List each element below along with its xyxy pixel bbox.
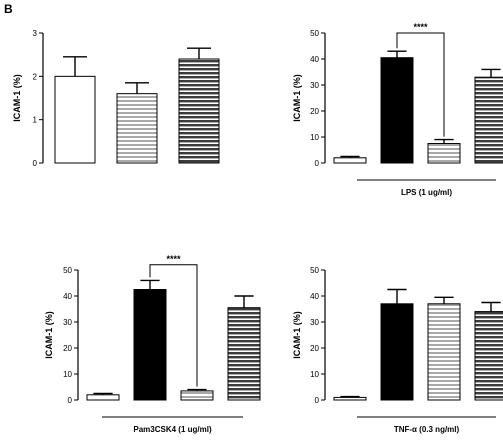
significance-bracket [149, 264, 198, 387]
bar-stripe-dark [178, 58, 220, 164]
y-tick-label: 10 [310, 133, 319, 142]
y-tick-label: 50 [310, 266, 319, 275]
bar-stripe-light [427, 303, 461, 401]
y-tick-label: 0 [315, 396, 320, 405]
y-axis-label: ICAM-1 (%) [292, 74, 302, 122]
y-tick-label: 0 [33, 159, 38, 168]
y-tick-label: 3 [33, 29, 38, 38]
bar-stripe-light [427, 143, 461, 164]
significance-label: **** [166, 254, 181, 264]
y-tick-label: 10 [310, 370, 319, 379]
y-tick-label: 30 [63, 318, 72, 327]
bar-white [333, 157, 367, 164]
y-tick-label: 0 [68, 396, 73, 405]
y-axis-label: ICAM-1 (%) [12, 74, 22, 122]
bar-stripe-dark [227, 307, 261, 401]
bar-stripe-light [116, 93, 158, 164]
y-tick-label: 40 [310, 55, 319, 64]
bar-stripe-dark [474, 311, 503, 401]
y-tick-label: 2 [33, 72, 38, 81]
chart-panel-3: 0 10 20 30 40 50 ICAM-1 (%) **** Pam3CSK4 (1 ug/… [44, 254, 261, 434]
y-tick-label: 20 [310, 107, 319, 116]
y-tick-label: 50 [63, 266, 72, 275]
y-axis-label: ICAM-1 (%) [292, 311, 302, 359]
bar-stripe-light [180, 390, 214, 401]
bar-white [54, 75, 96, 164]
y-tick-label: 30 [310, 318, 319, 327]
y-tick-label: 0 [315, 159, 320, 168]
y-tick-label: 10 [63, 370, 72, 379]
panel-letter: B [4, 2, 13, 16]
treatment-label: Pam3CSK4 (1 ug/ml) [133, 425, 212, 434]
chart-panel-4: 0 10 20 30 40 50 ICAM-1 (%) TNF-α (0.3 ng/ml) [292, 266, 503, 434]
treatment-label: TNF-α (0.3 ng/ml) [394, 425, 460, 434]
significance-bracket [396, 32, 445, 137]
bar-black [380, 57, 414, 164]
y-tick-label: 30 [310, 81, 319, 90]
y-tick-label: 20 [310, 344, 319, 353]
bar-black [133, 289, 167, 401]
chart-panel-2: 0 10 20 30 40 50 ICAM-1 (%) **** LPS (1 ug/ml) [292, 22, 503, 197]
y-tick-label: 20 [63, 344, 72, 353]
bar-stripe-dark [474, 76, 503, 164]
y-tick-label: 40 [310, 292, 319, 301]
y-tick-label: 40 [63, 292, 72, 301]
y-axis-label: ICAM-1 (%) [44, 311, 54, 359]
treatment-label: LPS (1 ug/ml) [401, 188, 452, 197]
bar-white [333, 396, 367, 401]
chart-panel-1: 0 1 2 3 ICAM-1 (%) [12, 29, 220, 168]
significance-label: **** [413, 22, 428, 32]
y-tick-label: 1 [33, 116, 38, 125]
bar-white [86, 394, 120, 401]
y-tick-label: 50 [310, 29, 319, 38]
bar-black [380, 303, 414, 401]
